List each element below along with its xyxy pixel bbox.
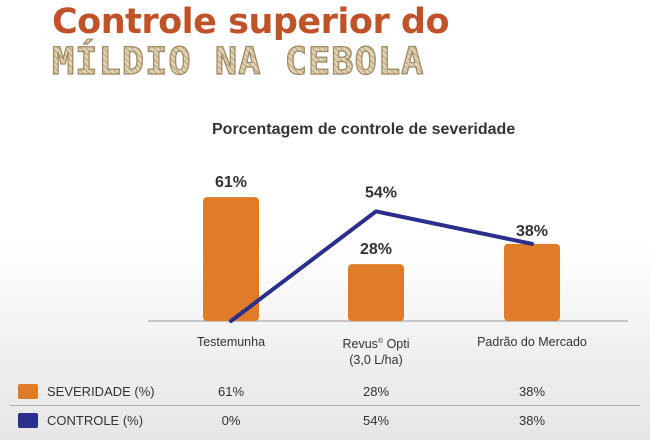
category-label-padrao-mercado: Padrão do Mercado (477, 335, 587, 349)
severidade-label: SEVERIDADE (%) (47, 384, 155, 399)
controle-label-1: 54% (365, 184, 397, 201)
controle-value-revus: 54% (362, 413, 390, 428)
controle-value-testemunha: 0% (221, 413, 241, 428)
category-label-testemunha: Testemunha (196, 335, 266, 349)
severidade-label-1: 28% (360, 241, 392, 258)
chart-title: Porcentagem de controle de severidade (212, 121, 516, 138)
table-row-controle: CONTROLE (%) 0% 54% 38% (0, 409, 650, 433)
controle-line (229, 209, 534, 323)
severidade-swatch (18, 384, 38, 399)
severidade-value-padrao: 38% (518, 384, 546, 399)
title-line-1: Controle superior do (52, 2, 450, 42)
table-divider (10, 405, 640, 406)
severidade-label-2: 38% (516, 223, 548, 240)
controle-label: CONTROLE (%) (47, 413, 144, 428)
controle-swatch (18, 413, 38, 428)
severidade-bar-0 (203, 197, 259, 321)
severidade-bar-1 (348, 264, 404, 321)
severidade-bar-2 (504, 243, 560, 321)
severidade-label-0: 61% (215, 174, 247, 191)
controle-value-padrao: 38% (518, 413, 546, 428)
title-line-2: MÍLDIO NA CEBOLA (51, 39, 425, 83)
table-row-severidade: SEVERIDADE (%) 61% 28% 38% (0, 380, 650, 404)
category-label-revus-opti: Revus® Opti (3,0 L/ha) (342, 337, 410, 368)
severidade-value-revus: 28% (362, 384, 390, 399)
severidade-value-testemunha: 61% (217, 384, 245, 399)
